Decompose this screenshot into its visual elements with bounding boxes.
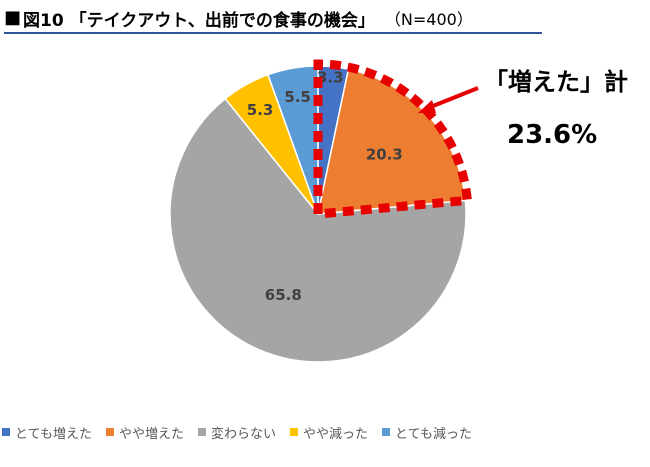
legend-label: やや増えた — [118, 426, 184, 442]
legend-label: とても減った — [395, 426, 472, 442]
sample-size: （N=400） — [384, 10, 473, 29]
legend-label: とても増えた — [15, 426, 92, 442]
chart-legend: とても増えた やや増えた 変わらない やや減った とても減った — [2, 420, 648, 444]
callout-label: 「増えた」計 — [484, 68, 628, 96]
pie-slices — [169, 65, 467, 363]
legend-item-4: やや減った — [290, 423, 368, 442]
data-label-3: 65.8 — [265, 286, 302, 304]
data-label-2: 20.3 — [366, 145, 403, 163]
legend-swatch — [290, 428, 298, 436]
legend-swatch — [105, 428, 114, 436]
chart-title-bar: ■ 図10 「テイクアウト、出前での食事の機会」 （N=400） — [4, 4, 542, 34]
pie-data-labels: 3.3 20.3 65.8 5.3 5.5 — [247, 69, 403, 305]
legend-swatch — [382, 428, 391, 436]
callout-value: 23.6% — [507, 120, 598, 150]
chart-title: 図10 「テイクアウト、出前での食事の機会」 — [23, 10, 375, 31]
legend-item-1: とても増えた — [2, 423, 92, 442]
pie-slice-3 — [169, 97, 467, 363]
data-label-5: 5.5 — [284, 88, 311, 106]
legend-swatch — [197, 428, 206, 436]
legend-item-3: 変わらない — [197, 423, 276, 442]
callout-arrow — [418, 86, 479, 113]
legend-item-2: やや増えた — [105, 423, 184, 442]
legend-swatch — [2, 428, 10, 436]
legend-label: やや減った — [303, 426, 369, 442]
title-square-icon: ■ — [4, 7, 22, 28]
legend-label: 変わらない — [210, 426, 276, 442]
data-label-1: 3.3 — [317, 69, 344, 87]
data-label-4: 5.3 — [247, 101, 274, 119]
callout-dashed-outline — [313, 59, 473, 219]
legend-item-5: とても減った — [382, 423, 472, 442]
